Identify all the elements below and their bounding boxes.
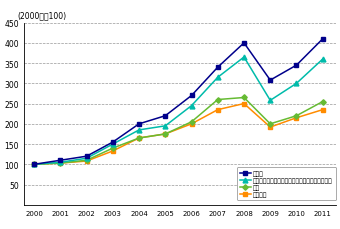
ユーロ圏 <box>163 133 167 136</box>
世界 <box>163 133 167 136</box>
ユーロ圏 <box>268 126 272 129</box>
東欧３ヶ国（チェコ、ポーランド、ハンガリー） <box>163 125 167 128</box>
世界 <box>189 121 193 124</box>
世界 <box>32 163 36 166</box>
ユーロ圏 <box>242 103 246 106</box>
東欧３ヶ国（チェコ、ポーランド、ハンガリー） <box>58 161 63 164</box>
東欧３ヶ国（チェコ、ポーランド、ハンガリー） <box>111 143 115 146</box>
東欧３ヶ国（チェコ、ポーランド、ハンガリー） <box>32 163 36 166</box>
新興国 <box>137 123 141 126</box>
Text: (2000年＝100): (2000年＝100) <box>17 11 67 20</box>
新興国 <box>268 79 272 82</box>
世界 <box>85 159 89 162</box>
新興国 <box>85 155 89 158</box>
ユーロ圏 <box>58 162 63 165</box>
世界 <box>294 115 299 117</box>
世界 <box>268 123 272 126</box>
世界 <box>137 137 141 140</box>
新興国 <box>189 95 193 97</box>
新興国 <box>294 64 299 67</box>
東欧３ヶ国（チェコ、ポーランド、ハンガリー） <box>189 105 193 107</box>
新興国 <box>32 163 36 166</box>
ユーロ圏 <box>85 160 89 163</box>
新興国 <box>163 115 167 117</box>
世界 <box>58 162 63 165</box>
東欧３ヶ国（チェコ、ポーランド、ハンガリー） <box>216 76 220 79</box>
Line: 世界: 世界 <box>32 96 325 166</box>
ユーロ圏 <box>111 150 115 153</box>
東欧３ヶ国（チェコ、ポーランド、ハンガリー） <box>242 56 246 59</box>
ユーロ圏 <box>189 123 193 126</box>
Line: ユーロ圏: ユーロ圏 <box>32 102 325 167</box>
東欧３ヶ国（チェコ、ポーランド、ハンガリー） <box>85 157 89 160</box>
ユーロ圏 <box>294 117 299 120</box>
新興国 <box>58 159 63 162</box>
新興国 <box>242 42 246 45</box>
世界 <box>321 101 325 104</box>
Line: 新興国: 新興国 <box>32 38 325 167</box>
ユーロ圏 <box>216 109 220 112</box>
世界 <box>216 99 220 101</box>
ユーロ圏 <box>321 109 325 112</box>
世界 <box>111 147 115 150</box>
新興国 <box>321 38 325 41</box>
ユーロ圏 <box>32 163 36 166</box>
Legend: 新興国, 東欧３ヶ国（チェコ、ポーランド、ハンガリー）, 世界, ユーロ圏: 新興国, 東欧３ヶ国（チェコ、ポーランド、ハンガリー）, 世界, ユーロ圏 <box>237 167 336 200</box>
東欧３ヶ国（チェコ、ポーランド、ハンガリー） <box>294 83 299 85</box>
ユーロ圏 <box>137 137 141 140</box>
東欧３ヶ国（チェコ、ポーランド、ハンガリー） <box>321 58 325 61</box>
東欧３ヶ国（チェコ、ポーランド、ハンガリー） <box>268 100 272 102</box>
新興国 <box>111 141 115 144</box>
Line: 東欧３ヶ国（チェコ、ポーランド、ハンガリー）: 東欧３ヶ国（チェコ、ポーランド、ハンガリー） <box>32 55 325 167</box>
世界 <box>242 97 246 99</box>
東欧３ヶ国（チェコ、ポーランド、ハンガリー） <box>137 129 141 132</box>
新興国 <box>216 66 220 69</box>
